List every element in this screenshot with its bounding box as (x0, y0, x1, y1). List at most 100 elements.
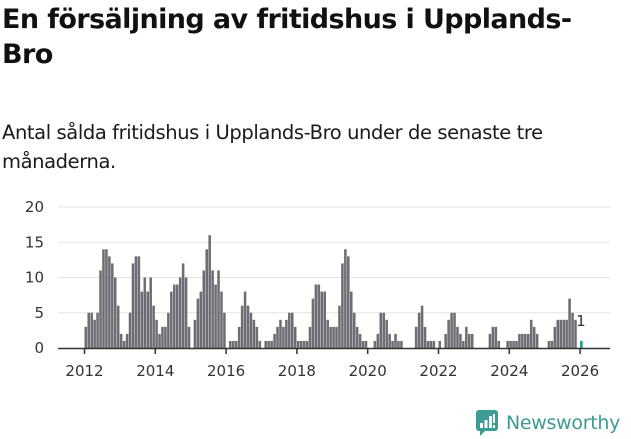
bar (423, 326, 427, 348)
bar (293, 326, 297, 348)
bar (170, 291, 173, 348)
bar (232, 340, 235, 348)
bar (376, 333, 380, 348)
bar (214, 284, 217, 348)
bar (438, 340, 442, 348)
bar (574, 319, 577, 348)
bar (211, 270, 214, 348)
bar (90, 312, 93, 348)
bar (193, 319, 197, 348)
bar (468, 333, 471, 348)
bar (414, 326, 418, 348)
bar (187, 326, 191, 348)
bar (273, 333, 276, 348)
bar (317, 284, 321, 348)
y-tick-label: 10 (25, 269, 44, 287)
y-tick-label: 5 (34, 304, 44, 322)
bar (320, 291, 324, 348)
bar (252, 319, 256, 348)
bar (114, 277, 117, 348)
bar (105, 249, 108, 348)
bar (420, 305, 424, 348)
bar (562, 319, 565, 348)
bar (335, 326, 338, 348)
bar (497, 340, 501, 348)
bar (158, 333, 161, 348)
y-tick-label: 20 (25, 198, 44, 216)
x-tick-label: 2024 (490, 362, 528, 380)
bar (282, 326, 285, 348)
bar (131, 263, 135, 348)
chart-subtitle: Antal sålda fritidshus i Upplands-Bro un… (2, 121, 543, 173)
bar (397, 340, 400, 348)
bar (529, 319, 533, 348)
bar (255, 326, 259, 348)
bar (535, 333, 539, 348)
chart-canvas: 0 5 10 15 20 1 2012 2014 2016 2018 2020 2022 2024 202… (25, 198, 610, 380)
bar (547, 340, 551, 348)
bar (181, 263, 185, 348)
bar (134, 256, 138, 348)
bar (87, 312, 90, 348)
newsworthy-chart-bubble-icon (476, 410, 498, 436)
bar (217, 270, 220, 348)
bar (494, 326, 498, 348)
bar (122, 340, 126, 348)
bar (155, 319, 158, 348)
bar (329, 326, 332, 348)
bar (99, 270, 102, 348)
x-tick-label: 2012 (65, 362, 103, 380)
bar (521, 333, 524, 348)
bar-chart: 0 5 10 15 20 1 2012 2014 2016 2018 2020 2022 2024 202… (0, 190, 631, 390)
bar (323, 291, 326, 348)
bar (125, 333, 129, 348)
bar (143, 277, 147, 348)
bar (229, 340, 232, 348)
bar (246, 305, 250, 348)
bar (355, 326, 359, 348)
bar (447, 319, 450, 348)
bar (205, 249, 208, 348)
bar (509, 340, 512, 348)
bar (264, 340, 267, 348)
bar (270, 340, 273, 348)
bar (146, 291, 149, 348)
x-tick-label: 2022 (419, 362, 457, 380)
bar (102, 249, 105, 348)
bar (379, 312, 383, 348)
bar (470, 333, 474, 348)
bar (341, 263, 344, 348)
bar (515, 340, 518, 348)
bar (429, 340, 433, 348)
bar (175, 284, 179, 348)
bar (338, 305, 341, 348)
bar (512, 340, 515, 348)
logo-text: Newsworthy (506, 412, 621, 434)
bar (565, 319, 568, 348)
bar (332, 326, 335, 348)
bar (465, 326, 468, 348)
bar (432, 340, 436, 348)
bar (388, 333, 391, 348)
bar (382, 312, 385, 348)
bar (347, 256, 350, 348)
bar (128, 312, 132, 348)
bar (361, 340, 365, 348)
bar (137, 256, 141, 348)
last-value-label: 1 (576, 312, 586, 330)
bar (288, 312, 291, 348)
bar (152, 305, 155, 348)
x-tick-label: 2014 (136, 362, 174, 380)
bar (350, 291, 353, 348)
bar (305, 340, 309, 348)
bar (93, 319, 96, 348)
bar (559, 319, 562, 348)
bar (237, 326, 241, 348)
y-tick-label: 0 (34, 339, 44, 357)
bar (450, 312, 453, 348)
bar (178, 277, 182, 348)
bar (518, 333, 521, 348)
bar (314, 284, 318, 348)
bar (208, 235, 211, 348)
bar (119, 333, 123, 348)
